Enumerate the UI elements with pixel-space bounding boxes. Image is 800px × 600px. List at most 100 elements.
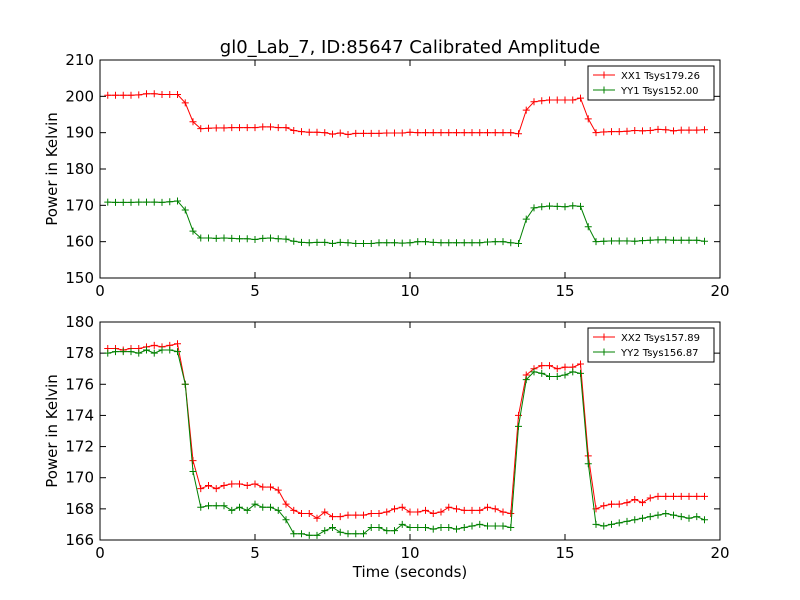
data-point-marker (228, 506, 236, 514)
data-point-marker (553, 202, 561, 210)
data-point-marker (336, 129, 344, 137)
data-point-marker (600, 128, 608, 136)
data-point-marker (305, 510, 313, 518)
data-point-marker (437, 508, 445, 516)
data-point-marker (336, 238, 344, 246)
data-point-marker (429, 525, 437, 533)
data-point-marker (670, 492, 677, 500)
data-point-marker (158, 346, 166, 354)
data-point-marker (429, 238, 437, 246)
data-point-marker (329, 130, 336, 138)
data-point-marker (600, 522, 608, 530)
y-tick-label: 174 (65, 406, 94, 424)
data-point-marker (662, 126, 670, 134)
legend-label: YY2 Tsys156.87 (620, 348, 699, 359)
data-point-marker (259, 234, 267, 242)
data-point-marker (445, 503, 453, 511)
data-point-marker (491, 238, 499, 246)
data-point-marker (158, 198, 166, 206)
data-point-marker (406, 508, 414, 516)
data-point-marker (677, 513, 685, 521)
data-point-marker (367, 524, 375, 532)
data-point-marker (166, 198, 174, 206)
data-point-marker (646, 513, 654, 521)
data-point-marker (569, 96, 577, 104)
series-yy-1 (104, 197, 708, 247)
data-point-marker (282, 500, 290, 508)
data-point-marker (577, 202, 584, 210)
data-point-marker (631, 496, 639, 504)
data-point-marker (251, 480, 259, 488)
data-point-marker (693, 236, 701, 244)
data-point-marker (274, 235, 282, 243)
data-point-marker (189, 457, 197, 465)
data-point-marker (375, 524, 383, 532)
x-axis-label: Time (seconds) (352, 563, 468, 581)
data-point-marker (282, 235, 290, 243)
data-point-marker (398, 129, 406, 137)
data-point-marker (623, 237, 631, 245)
data-point-marker (367, 510, 375, 518)
y-tick-label: 178 (65, 344, 94, 362)
data-point-marker (468, 129, 476, 137)
data-point-marker (313, 128, 321, 136)
data-point-marker (228, 234, 236, 242)
data-point-marker (119, 198, 127, 206)
data-point-marker (220, 234, 228, 242)
data-point-marker (236, 480, 243, 488)
data-point-marker (437, 524, 445, 532)
data-point-marker (437, 129, 445, 137)
data-point-marker (212, 502, 220, 510)
data-point-marker (522, 215, 530, 223)
data-point-marker (608, 237, 615, 245)
data-point-marker (414, 508, 422, 516)
data-point-marker (592, 238, 600, 246)
data-point-marker (460, 239, 468, 247)
data-point-marker (631, 237, 639, 245)
data-point-marker (243, 506, 251, 514)
data-point-marker (422, 129, 429, 137)
data-point-marker (476, 129, 484, 137)
data-point-marker (515, 422, 522, 430)
data-point-marker (251, 500, 259, 508)
data-point-marker (484, 522, 491, 530)
data-point-marker (205, 482, 212, 489)
data-point-marker (243, 124, 251, 132)
legend-label: XX1 Tsys179.26 (621, 71, 700, 82)
data-point-marker (375, 239, 383, 247)
data-point-marker (631, 516, 639, 524)
data-point-marker (313, 238, 321, 246)
data-point-marker (429, 129, 437, 137)
data-point-marker (197, 485, 205, 493)
data-point-marker (693, 492, 701, 500)
data-point-marker (553, 373, 561, 380)
data-point-marker (135, 198, 143, 206)
data-point-marker (685, 514, 693, 522)
data-point-marker (507, 129, 515, 137)
data-point-marker (189, 227, 197, 235)
data-point-marker (685, 126, 693, 134)
x-tick-label: 15 (555, 282, 574, 300)
data-point-marker (561, 371, 569, 379)
data-point-marker (577, 360, 584, 368)
data-point-marker (298, 510, 305, 518)
data-point-marker (414, 524, 422, 532)
data-point-marker (267, 503, 274, 511)
data-point-marker (243, 235, 251, 243)
data-point-marker (243, 482, 251, 489)
data-point-marker (522, 106, 530, 114)
data-point-marker (174, 91, 181, 99)
data-point-marker (336, 528, 344, 536)
y-axis-label: Power in Kelvin (43, 112, 61, 226)
data-point-marker (569, 368, 577, 376)
data-point-marker (267, 234, 274, 242)
data-point-marker (329, 524, 336, 532)
data-point-marker (623, 517, 631, 525)
data-point-marker (522, 376, 530, 384)
data-point-marker (298, 128, 305, 136)
data-point-marker (391, 505, 398, 513)
data-point-marker (391, 129, 398, 137)
data-point-marker (313, 514, 321, 522)
data-point-marker (639, 514, 646, 522)
data-point-marker (352, 511, 360, 519)
